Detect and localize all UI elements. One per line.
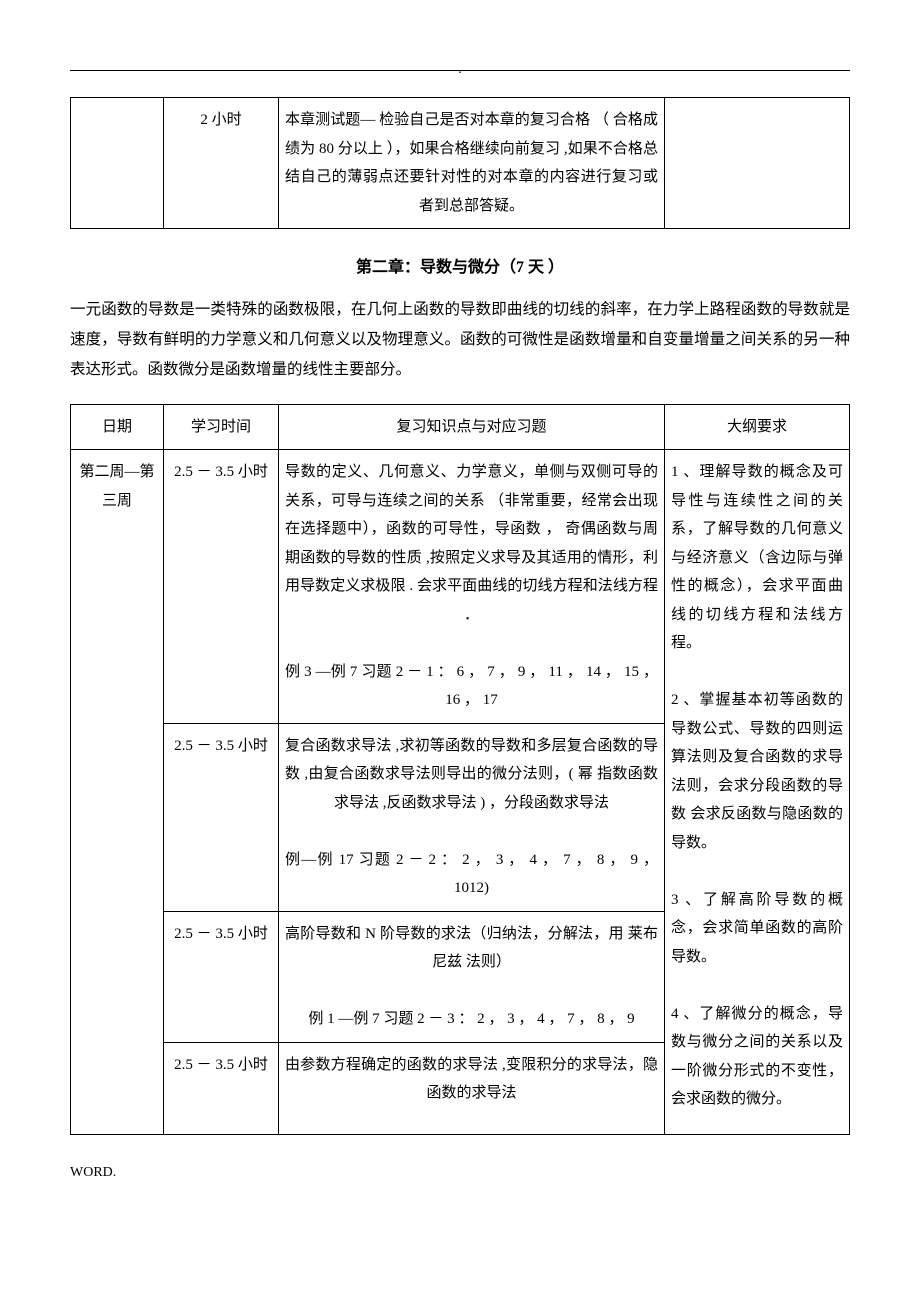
topic-examples: 例 1 —例 7 习题 2 － 3 ： 2 ， 3 ， 4 ， 7 ， 8 ， …	[308, 1011, 634, 1027]
topic-examples: 例 3 —例 7 习题 2 － 1 ： 6 ， 7 ， 9 ， 11 ， 14 …	[285, 664, 658, 709]
cell-topic: 复合函数求导法 ,求初等函数的导数和多层复合函数的导数 ,由复合函数求导法则导出…	[279, 723, 665, 911]
cell-topic: 导数的定义、几何意义、力学意义，单侧与双侧可导的关系，可导与连续之间的关系 （非…	[279, 450, 665, 724]
header-time: 学习时间	[164, 404, 279, 450]
cell-time: 2 小时	[164, 98, 279, 229]
cell-time: 2.5 － 3.5 小时	[164, 911, 279, 1042]
cell-topic: 高阶导数和 N 阶导数的求法（归纳法，分解法，用 莱布尼兹 法则） 例 1 —例…	[279, 911, 665, 1042]
cell-topic: 本章测试题— 检验自己是否对本章的复习合格 （ 合格成绩为 80 分以上 ），如…	[279, 98, 665, 229]
table-header-row: 日期 学习时间 复习知识点与对应习题 大纲要求	[71, 404, 850, 450]
cell-requirements: 1 、理解导数的概念及可导性与连续性之间的关系，了解导数的几何意义与经济意义（含…	[665, 450, 850, 1135]
topic-text: 复合函数求导法 ,求初等函数的导数和多层复合函数的导数 ,由复合函数求导法则导出…	[285, 738, 658, 811]
cell-time: 2.5 － 3.5 小时	[164, 450, 279, 724]
header-req: 大纲要求	[665, 404, 850, 450]
topic-text: 由参数方程确定的函数的求导法 ,变限积分的求导法，隐函数的求导法	[285, 1057, 658, 1102]
header-date: 日期	[71, 404, 164, 450]
table-row: 第二周—第三周 2.5 － 3.5 小时 导数的定义、几何意义、力学意义，单侧与…	[71, 450, 850, 724]
intro-paragraph: 一元函数的导数是一类特殊的函数极限，在几何上函数的导数即曲线的切线的斜率，在力学…	[70, 295, 850, 386]
cell-time: 2.5 － 3.5 小时	[164, 723, 279, 911]
cell-req-empty	[665, 98, 850, 229]
page-footer: WORD.	[70, 1165, 850, 1181]
header-dot: .	[458, 62, 462, 78]
table-row: 2 小时 本章测试题— 检验自己是否对本章的复习合格 （ 合格成绩为 80 分以…	[71, 98, 850, 229]
cell-date-empty	[71, 98, 164, 229]
cell-date: 第二周—第三周	[71, 450, 164, 1135]
cell-time: 2.5 － 3.5 小时	[164, 1042, 279, 1134]
chapter-title: 第二章：导数与微分（7 天 ）	[70, 253, 850, 277]
cell-topic: 由参数方程确定的函数的求导法 ,变限积分的求导法，隐函数的求导法	[279, 1042, 665, 1134]
topic-text: 导数的定义、几何意义、力学意义，单侧与双侧可导的关系，可导与连续之间的关系 （非…	[285, 464, 658, 623]
topic-text: 高阶导数和 N 阶导数的求法（归纳法，分解法，用 莱布尼兹 法则）	[285, 926, 658, 971]
chapter2-plan-table: 日期 学习时间 复习知识点与对应习题 大纲要求 第二周—第三周 2.5 － 3.…	[70, 404, 850, 1135]
topic-examples: 例—例 17 习题 2 － 2 ： 2 ， 3 ， 4 ， 7 ， 8 ， 9 …	[285, 852, 658, 897]
header-topic: 复习知识点与对应习题	[279, 404, 665, 450]
page-header-rule: .	[70, 68, 850, 71]
chapter1-test-table: 2 小时 本章测试题— 检验自己是否对本章的复习合格 （ 合格成绩为 80 分以…	[70, 97, 850, 229]
